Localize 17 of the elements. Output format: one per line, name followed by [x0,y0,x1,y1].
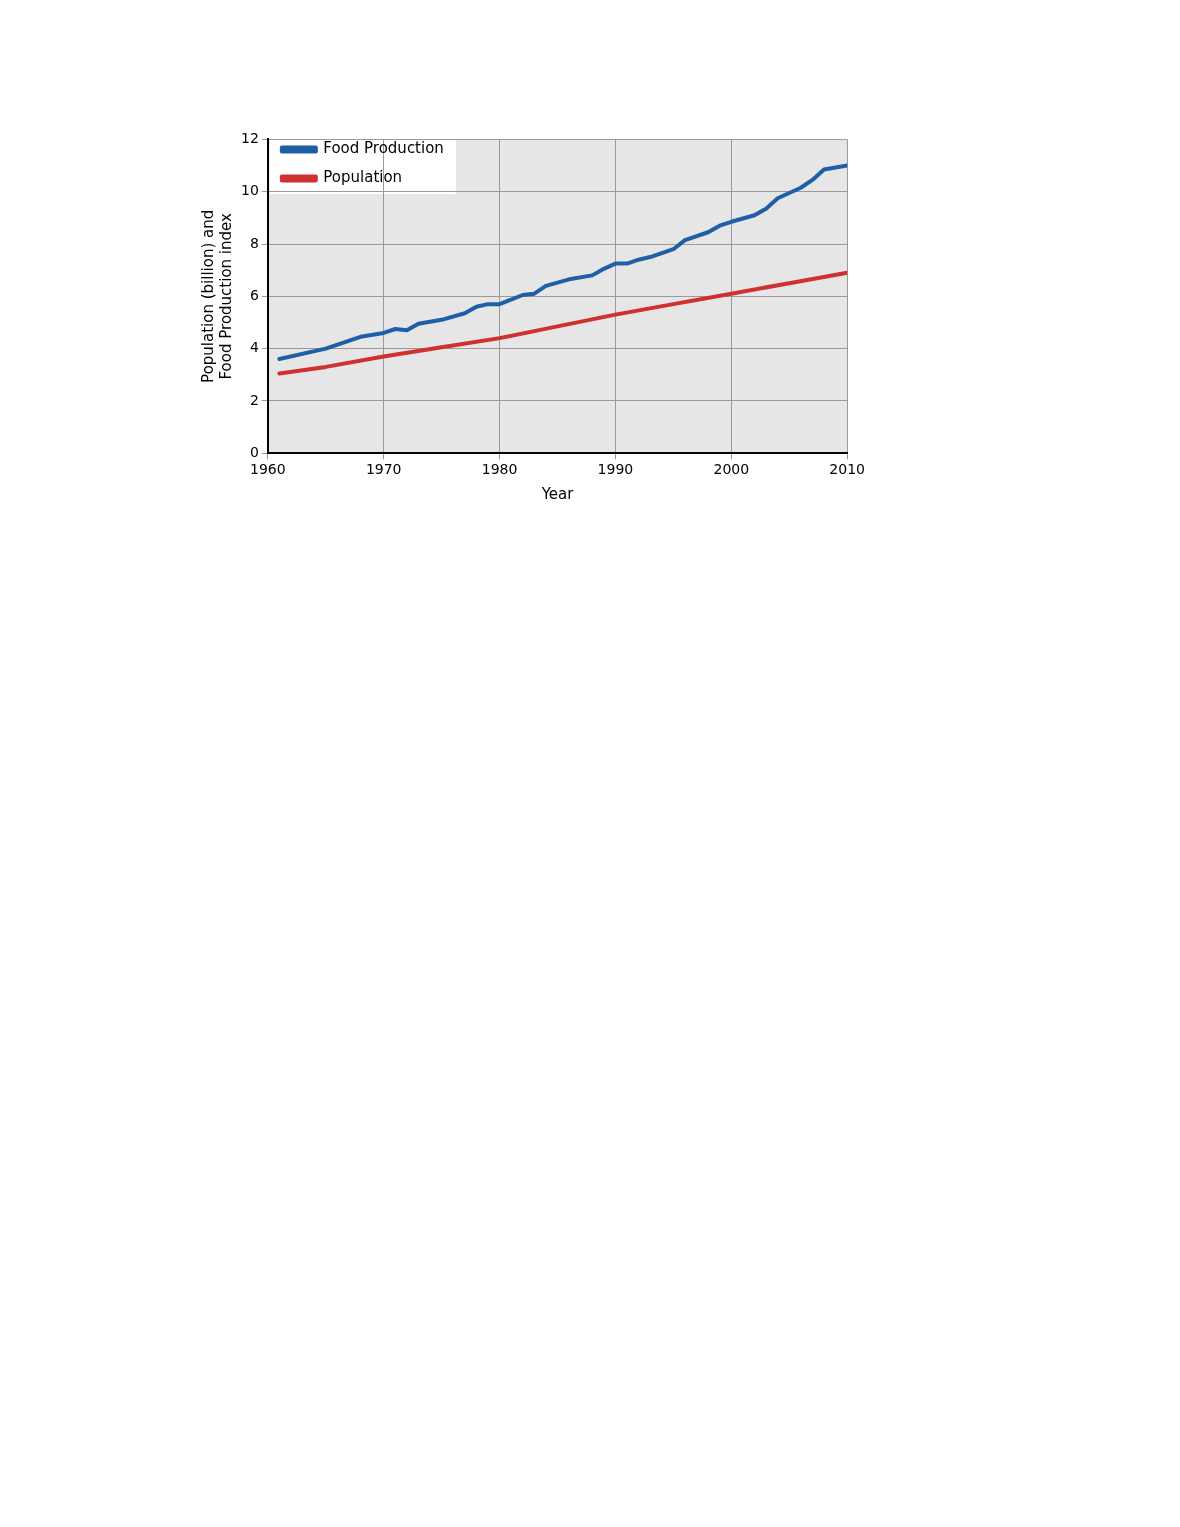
x-tick-label: 2000 [713,461,750,478]
x-axis-title: Year [540,484,575,503]
x-tick-label: 1960 [249,461,286,478]
y-tick-label: 4 [249,339,259,356]
y-tick-label: 2 [249,391,259,408]
x-tick-label: 1970 [365,461,402,478]
y-tick-label: 8 [249,234,259,251]
y-tick-label: 12 [240,130,259,147]
y-tick-label: 0 [249,443,259,460]
y-axis-title: Population (billion) and Food Production index [198,209,235,383]
y-tick-label: 10 [240,182,259,199]
x-tick-label: 2010 [829,461,866,478]
legend-label: Food Production [323,139,444,158]
x-tick-label: 1980 [481,461,518,478]
legend-label: Population [323,168,403,187]
y-tick-label: 6 [249,286,259,303]
x-tick-label: 1990 [597,461,634,478]
